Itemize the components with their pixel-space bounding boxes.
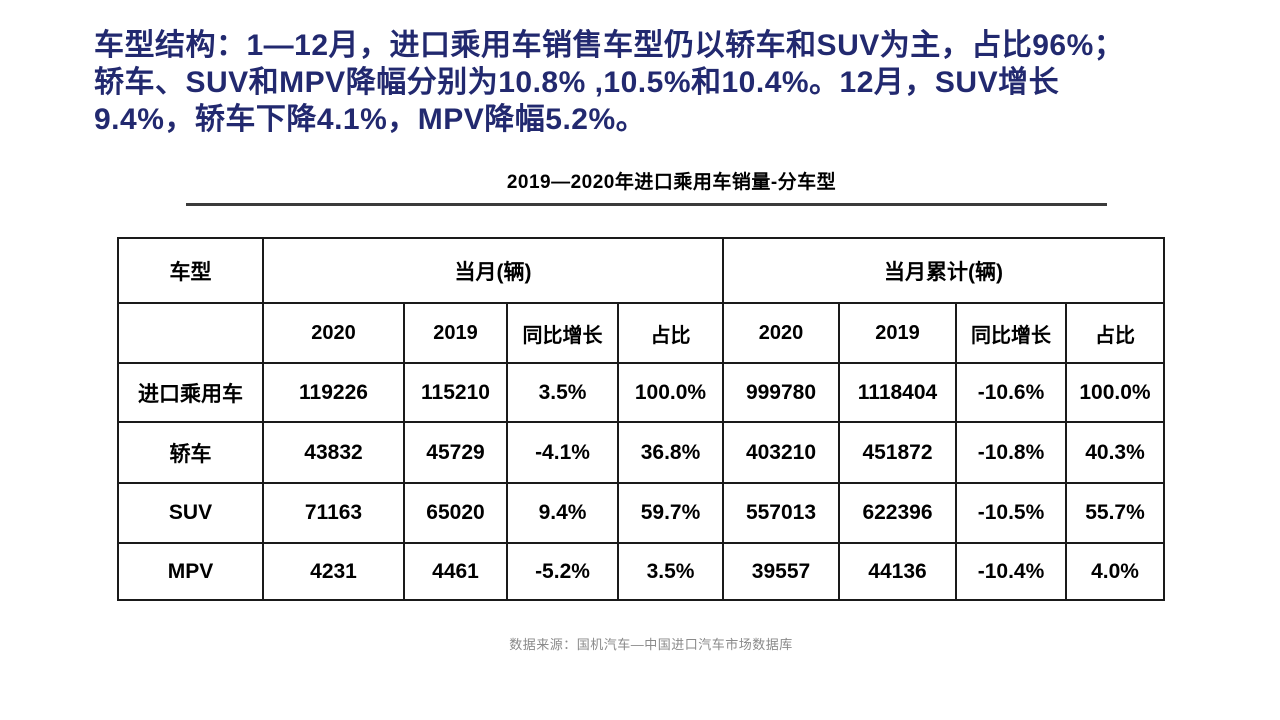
header-vehicle-type: 车型 xyxy=(117,237,264,304)
cell-value: -10.8% xyxy=(955,421,1067,484)
subheader-yoy-cum: 同比增长 xyxy=(955,302,1067,364)
cell-value: 59.7% xyxy=(617,482,724,544)
cell-value: -10.4% xyxy=(955,542,1067,601)
slide-title-line-1: 车型结构：1—12月，进口乘用车销售车型仍以轿车和SUV为主，占比96%； xyxy=(94,29,1125,62)
cell-value: 100.0% xyxy=(1065,362,1165,423)
cell-value: -10.6% xyxy=(955,362,1067,423)
cell-value: 115210 xyxy=(403,362,508,423)
table-caption-underline: 2019—2020年进口乘用车销量-分车型 xyxy=(186,167,1107,206)
slide-title: 车型结构：1—12月，进口乘用车销售车型仍以轿车和SUV为主，占比96%； 轿车… xyxy=(94,27,1214,138)
header-sub-row: 2020 2019 同比增长 占比 2020 2019 同比增长 占比 xyxy=(117,302,1165,364)
subheader-share-cum: 占比 xyxy=(1065,302,1165,364)
row-label: 轿车 xyxy=(117,421,264,484)
cell-value: 71163 xyxy=(262,482,405,544)
header-group-current-month: 当月(辆) xyxy=(262,237,724,304)
data-source-note: 数据来源：国机汽车—中国进口汽车市场数据库 xyxy=(509,637,793,652)
cell-value: -5.2% xyxy=(506,542,619,601)
cell-value: 65020 xyxy=(403,482,508,544)
sales-table: 车型 当月(辆) 当月累计(辆) 2020 2019 同比增长 占比 2020 … xyxy=(117,237,1165,601)
cell-value: 44136 xyxy=(838,542,957,601)
cell-value: 403210 xyxy=(722,421,840,484)
cell-value: 43832 xyxy=(262,421,405,484)
cell-value: 119226 xyxy=(262,362,405,423)
subheader-2019-month: 2019 xyxy=(403,302,508,364)
table-row-sedan: 轿车 43832 45729 -4.1% 36.8% 403210 451872… xyxy=(117,421,1165,484)
cell-value: 557013 xyxy=(722,482,840,544)
subheader-2019-cum: 2019 xyxy=(838,302,957,364)
cell-value: 4231 xyxy=(262,542,405,601)
subheader-share-month: 占比 xyxy=(617,302,724,364)
slide-title-line-2: 轿车、SUV和MPV降幅分别为10.8% ,10.5%和10.4%。12月，SU… xyxy=(94,66,1060,99)
header-group-cumulative: 当月累计(辆) xyxy=(722,237,1165,304)
subheader-2020-cum: 2020 xyxy=(722,302,840,364)
row-label: SUV xyxy=(117,482,264,544)
cell-value: -10.5% xyxy=(955,482,1067,544)
cell-value: 40.3% xyxy=(1065,421,1165,484)
cell-value: 3.5% xyxy=(617,542,724,601)
cell-value: -4.1% xyxy=(506,421,619,484)
cell-value: 9.4% xyxy=(506,482,619,544)
cell-value: 1118404 xyxy=(838,362,957,423)
cell-value: 39557 xyxy=(722,542,840,601)
row-label: MPV xyxy=(117,542,264,601)
row-label: 进口乘用车 xyxy=(117,362,264,423)
cell-value: 622396 xyxy=(838,482,957,544)
header-group-row: 车型 当月(辆) 当月累计(辆) xyxy=(117,237,1165,304)
slide-title-line-3: 9.4%，轿车下降4.1%，MPV降幅5.2%。 xyxy=(94,103,647,136)
cell-value: 36.8% xyxy=(617,421,724,484)
table-caption: 2019—2020年进口乘用车销量-分车型 xyxy=(506,172,837,193)
table-row-suv: SUV 71163 65020 9.4% 59.7% 557013 622396… xyxy=(117,482,1165,544)
cell-value: 45729 xyxy=(403,421,508,484)
cell-value: 999780 xyxy=(722,362,840,423)
cell-value: 4.0% xyxy=(1065,542,1165,601)
table-row-imported-passenger-cars: 进口乘用车 119226 115210 3.5% 100.0% 999780 1… xyxy=(117,362,1165,423)
cell-value: 4461 xyxy=(403,542,508,601)
cell-value: 55.7% xyxy=(1065,482,1165,544)
subheader-yoy-month: 同比增长 xyxy=(506,302,619,364)
cell-value: 451872 xyxy=(838,421,957,484)
table-row-mpv: MPV 4231 4461 -5.2% 3.5% 39557 44136 -10… xyxy=(117,542,1165,601)
subheader-2020-month: 2020 xyxy=(262,302,405,364)
cell-value: 100.0% xyxy=(617,362,724,423)
cell-value: 3.5% xyxy=(506,362,619,423)
header-empty-cell xyxy=(117,302,264,364)
